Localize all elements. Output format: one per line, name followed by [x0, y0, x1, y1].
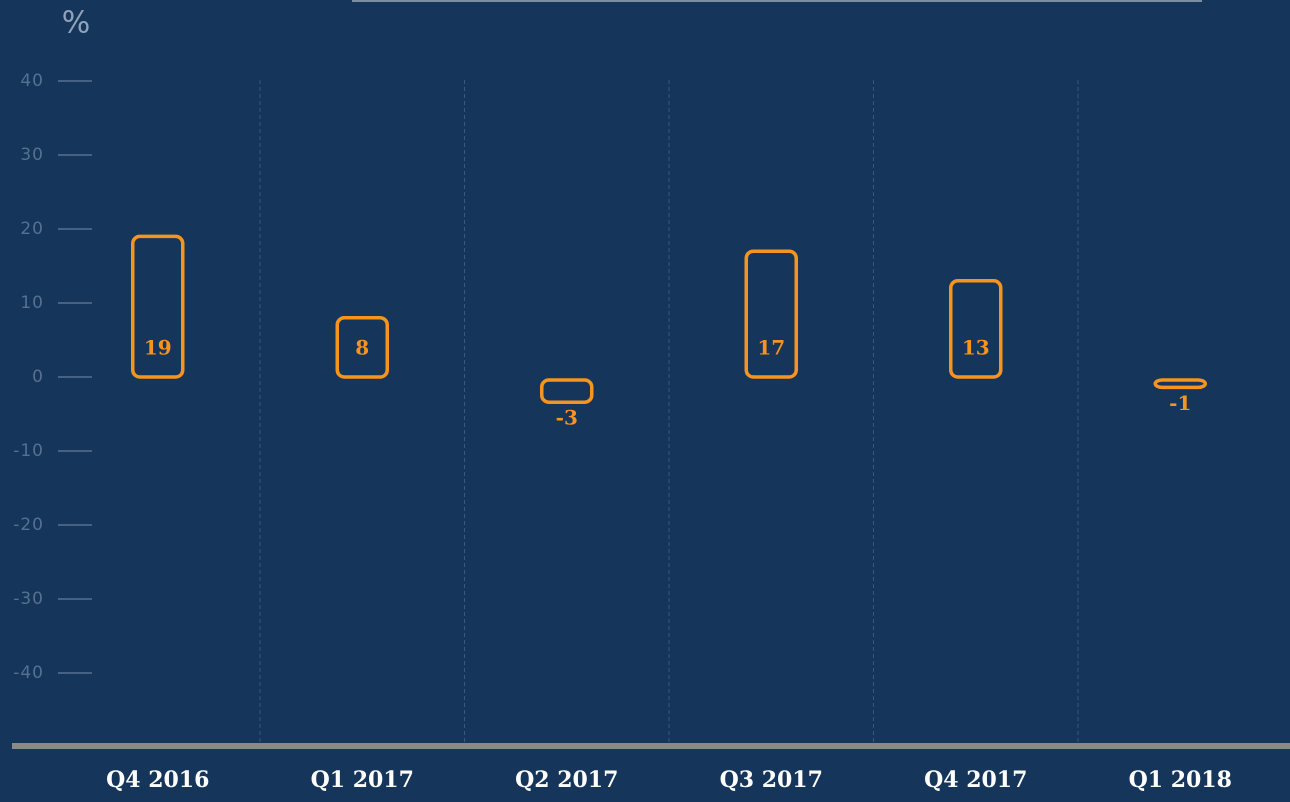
bar: [949, 279, 1003, 379]
bar: [1153, 378, 1207, 390]
y-tick-label: -20: [13, 515, 44, 535]
y-tick-label: 10: [20, 293, 44, 313]
value-label: 17: [757, 336, 785, 360]
value-label: 13: [962, 336, 990, 360]
x-tick-label: Q4 2016: [106, 767, 209, 793]
value-label: -3: [556, 406, 578, 430]
y-tick-label: 40: [20, 71, 44, 91]
x-tick-label: Q1 2018: [1129, 767, 1232, 793]
y-tick-label: 0: [32, 367, 44, 387]
bar: [744, 249, 798, 379]
y-tick-label: 20: [20, 219, 44, 239]
x-tick-label: Q3 2017: [720, 767, 823, 793]
y-tick-label: -40: [13, 663, 44, 683]
x-tick-label: Q1 2017: [311, 767, 414, 793]
value-label: 19: [144, 336, 172, 360]
value-label: 8: [355, 336, 369, 360]
y-tick-label: -30: [13, 589, 44, 609]
bar: [540, 378, 594, 404]
x-tick-label: Q4 2017: [924, 767, 1027, 793]
y-tick-label: -10: [13, 441, 44, 461]
bar: [335, 316, 389, 379]
x-tick-label: Q2 2017: [515, 767, 618, 793]
y-axis-label: %: [62, 6, 91, 41]
value-label: -1: [1169, 391, 1191, 415]
bar: [131, 234, 185, 379]
y-tick-label: 30: [20, 145, 44, 165]
baseline: [12, 743, 1290, 749]
